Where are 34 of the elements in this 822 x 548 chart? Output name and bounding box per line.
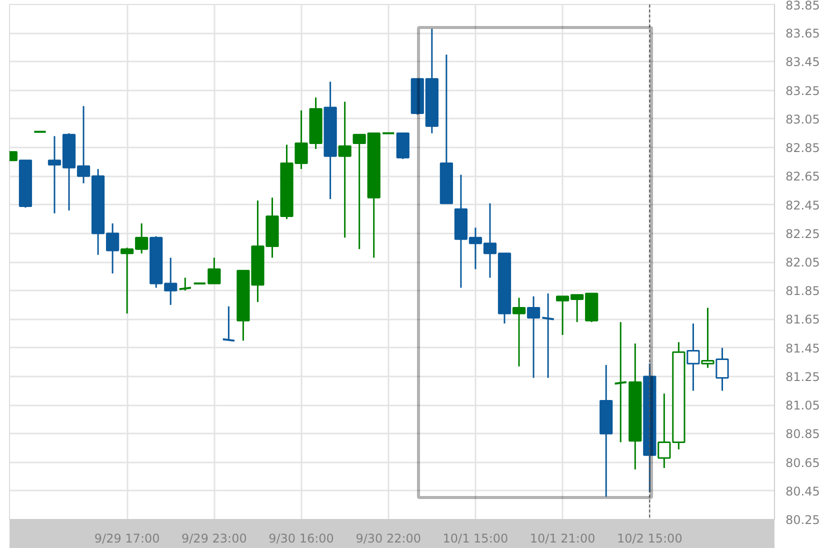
y-tick-label: 81.45: [786, 341, 820, 356]
y-tick-label: 82.25: [786, 226, 820, 241]
candlestick: [526, 296, 540, 379]
candlestick: [614, 321, 628, 443]
candlestick: [208, 256, 221, 284]
candlestick: [338, 101, 352, 238]
y-tick-label: 81.25: [786, 370, 820, 384]
y-tick-label: 82.45: [786, 198, 820, 212]
y-tick-label: 81.85: [786, 284, 820, 298]
candlestick: [178, 276, 192, 292]
y-tick-label: 82.65: [786, 170, 820, 184]
y-tick-label: 80.85: [786, 427, 820, 442]
y-tick-label: 83.25: [786, 84, 820, 98]
y-tick-label: 80.25: [786, 513, 820, 527]
x-tick-label: 10/1 21:00: [530, 532, 596, 546]
y-tick-label: 83.85: [786, 0, 820, 12]
y-tick-label: 83.05: [786, 112, 820, 126]
y-tick-label: 83.45: [786, 55, 820, 70]
candlestick: [222, 306, 236, 342]
x-tick-label: 9/29 17:00: [94, 532, 160, 546]
candlestick: [541, 292, 555, 379]
y-tick-label: 83.65: [786, 26, 820, 41]
x-tick-label: 9/29 23:00: [182, 532, 247, 546]
y-tick-label: 81.05: [786, 398, 820, 413]
y-tick-label: 80.65: [786, 456, 820, 470]
x-tick-label: 10/2 15:00: [616, 532, 682, 546]
x-tick-label: 9/30 22:00: [356, 532, 422, 546]
candlestick: [512, 297, 526, 368]
x-tick-label: 10/1 15:00: [442, 532, 508, 546]
x-tick-label: 9/30 16:00: [268, 532, 334, 546]
y-tick-label: 82.05: [786, 256, 820, 270]
y-tick-label: 82.85: [786, 141, 820, 156]
y-tick-label: 81.65: [786, 312, 820, 327]
y-tick-label: 80.45: [786, 484, 820, 498]
